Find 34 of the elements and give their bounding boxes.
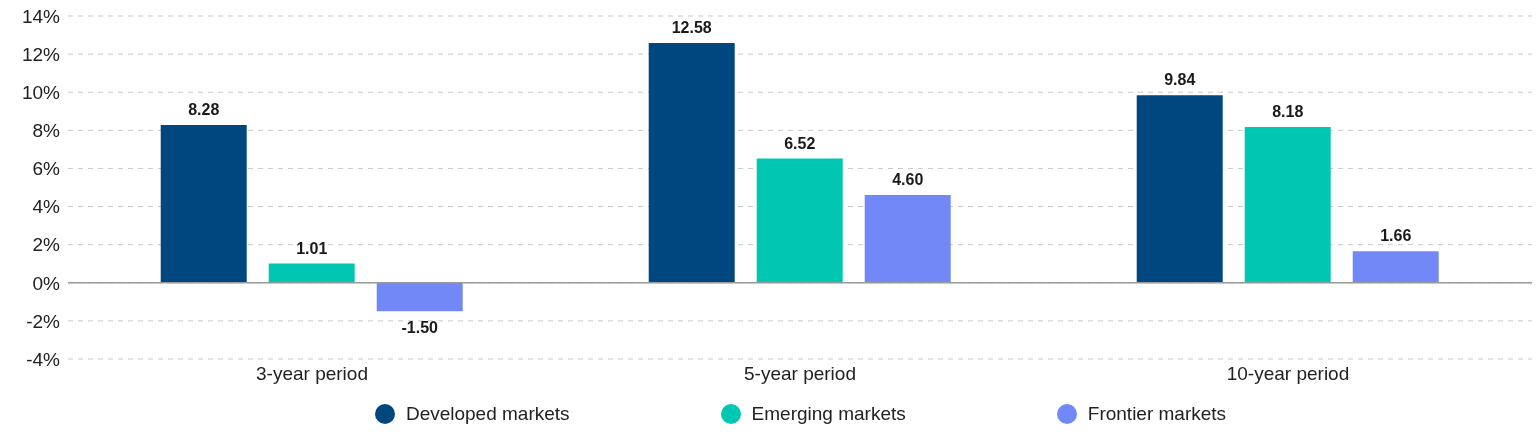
bar <box>1136 95 1223 283</box>
data-label: 4.60 <box>892 171 924 189</box>
data-label: 8.28 <box>188 101 220 118</box>
bar <box>376 282 463 312</box>
y-tick-label: 4% <box>32 196 61 218</box>
legend-label: Emerging markets <box>751 403 906 425</box>
y-tick-label: -2% <box>26 310 61 332</box>
bar <box>1352 251 1439 283</box>
y-tick-label: 8% <box>32 120 61 142</box>
data-label: 1.66 <box>1380 227 1412 245</box>
y-tick-label: 2% <box>32 234 61 256</box>
y-tick-label: 0% <box>32 272 61 294</box>
data-label: 8.18 <box>1272 102 1304 120</box>
data-label: 1.01 <box>296 239 328 257</box>
bar <box>864 195 951 283</box>
y-tick-label: 14% <box>21 5 61 27</box>
data-label: -1.50 <box>401 319 439 337</box>
bar <box>160 125 247 283</box>
y-tick-label: -4% <box>26 348 61 370</box>
data-label: 12.58 <box>671 19 712 37</box>
x-tick-label: 5-year period <box>744 363 856 385</box>
data-label: 9.84 <box>1164 71 1196 89</box>
data-label: 6.52 <box>784 134 816 152</box>
bar <box>648 43 735 283</box>
y-tick-label: 12% <box>21 43 61 65</box>
bar <box>756 158 843 283</box>
y-tick-label: 10% <box>21 81 61 103</box>
x-tick-label: 3-year period <box>256 363 368 385</box>
legend-label: Developed markets <box>405 403 570 425</box>
bar <box>1244 126 1331 283</box>
y-tick-label: 6% <box>32 158 61 180</box>
bar <box>268 263 355 283</box>
x-tick-label: 10-year period <box>1226 363 1350 385</box>
legend-label: Frontier markets <box>1087 403 1227 425</box>
